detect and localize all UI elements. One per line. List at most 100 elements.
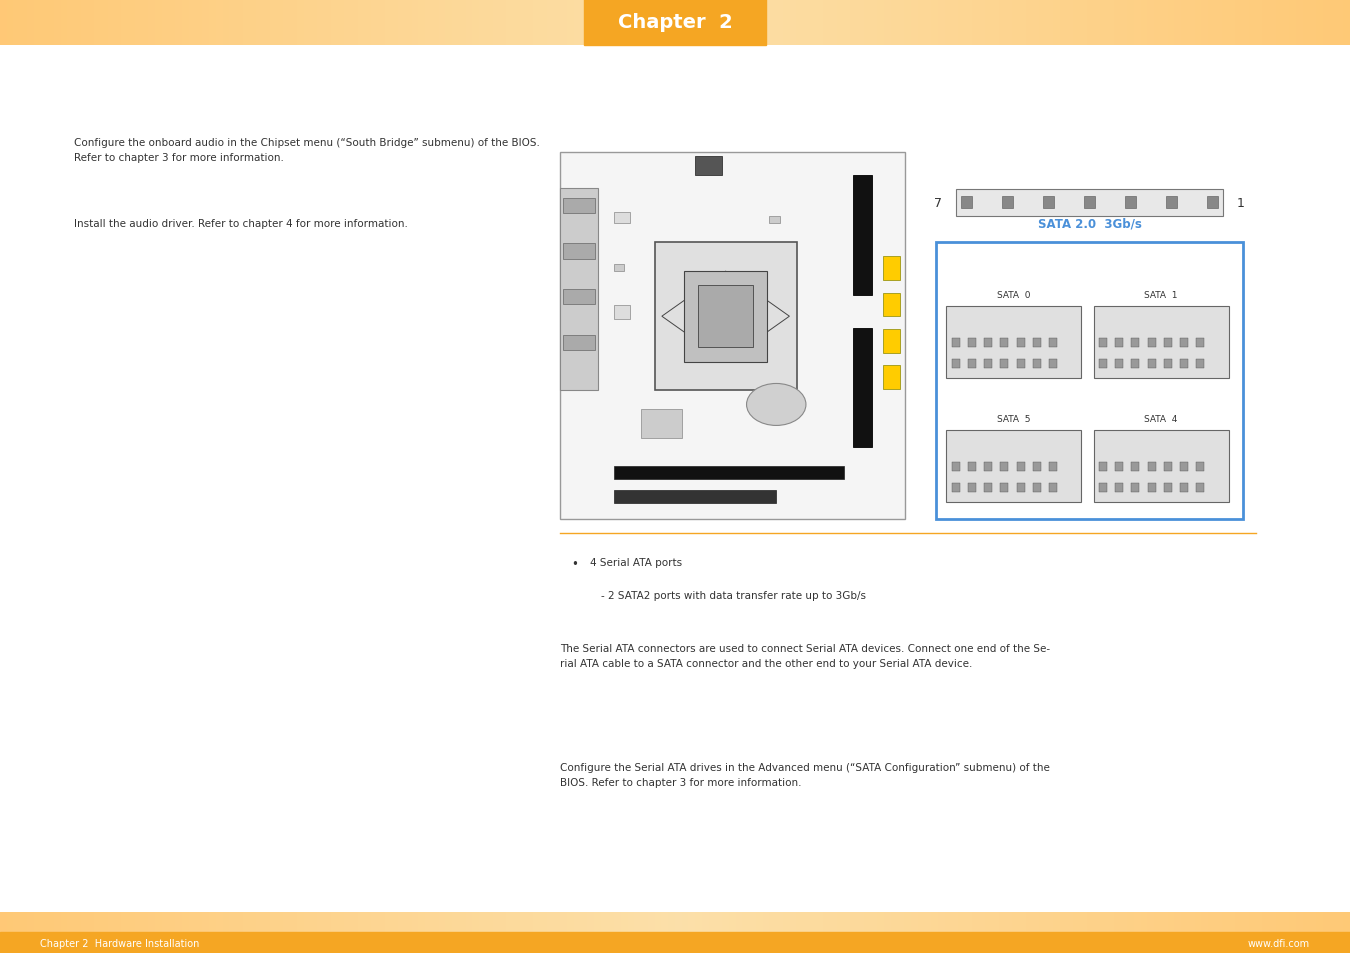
- Text: - 2 SATA2 ports with data transfer rate up to 3Gb/s: - 2 SATA2 ports with data transfer rate …: [601, 590, 865, 599]
- Bar: [952, 359, 960, 369]
- Bar: [583, 0, 767, 46]
- Bar: [1094, 307, 1228, 378]
- Text: •: •: [571, 558, 578, 571]
- Text: Configure the onboard audio in the Chipset menu (“South Bridge” submenu) of the : Configure the onboard audio in the Chips…: [74, 138, 540, 163]
- Bar: [1017, 462, 1025, 472]
- Bar: [563, 290, 595, 305]
- Bar: [1164, 462, 1172, 472]
- Bar: [952, 338, 960, 348]
- Bar: [1148, 338, 1156, 348]
- Bar: [1017, 359, 1025, 369]
- Bar: [1180, 462, 1188, 472]
- Bar: [1148, 359, 1156, 369]
- Text: 7: 7: [934, 196, 942, 210]
- Bar: [560, 189, 598, 391]
- Bar: [1115, 338, 1123, 348]
- Bar: [1002, 197, 1012, 209]
- Bar: [1084, 197, 1095, 209]
- Bar: [1115, 483, 1123, 493]
- Bar: [883, 330, 900, 354]
- Bar: [1033, 359, 1041, 369]
- Text: SATA  0: SATA 0: [998, 291, 1030, 299]
- Bar: [1180, 483, 1188, 493]
- Bar: [695, 157, 722, 176]
- Bar: [1094, 431, 1228, 502]
- Bar: [1033, 338, 1041, 348]
- Text: SATA  4: SATA 4: [1145, 415, 1177, 423]
- Bar: [1131, 483, 1139, 493]
- Bar: [946, 431, 1081, 502]
- Bar: [1044, 197, 1054, 209]
- Bar: [1000, 462, 1008, 472]
- Bar: [560, 152, 904, 519]
- Bar: [961, 197, 972, 209]
- Bar: [968, 338, 976, 348]
- Bar: [883, 366, 900, 390]
- Bar: [1180, 338, 1188, 348]
- Bar: [1196, 483, 1204, 493]
- Bar: [853, 329, 872, 448]
- Bar: [853, 176, 872, 295]
- Bar: [563, 244, 595, 259]
- Text: www.dfi.com: www.dfi.com: [1247, 938, 1310, 947]
- Bar: [614, 265, 624, 272]
- Text: SATA 2.0  3Gb/s: SATA 2.0 3Gb/s: [1038, 217, 1141, 231]
- Text: The Serial ATA connectors are used to connect Serial ATA devices. Connect one en: The Serial ATA connectors are used to co…: [560, 643, 1050, 668]
- Bar: [1207, 197, 1218, 209]
- Bar: [769, 216, 780, 224]
- Text: Chapter 2  Hardware Installation: Chapter 2 Hardware Installation: [40, 938, 200, 947]
- Text: Chapter  2: Chapter 2: [617, 13, 732, 32]
- Bar: [1115, 359, 1123, 369]
- Bar: [883, 294, 900, 317]
- Text: Install the audio driver. Refer to chapter 4 for more information.: Install the audio driver. Refer to chapt…: [74, 219, 408, 229]
- Bar: [946, 307, 1081, 378]
- Bar: [1049, 359, 1057, 369]
- Bar: [1164, 483, 1172, 493]
- Bar: [614, 467, 844, 479]
- Bar: [936, 243, 1243, 519]
- Bar: [1033, 483, 1041, 493]
- Bar: [952, 483, 960, 493]
- Bar: [1000, 338, 1008, 348]
- Bar: [968, 359, 976, 369]
- Bar: [984, 359, 992, 369]
- Bar: [1196, 338, 1204, 348]
- Bar: [614, 306, 630, 319]
- Bar: [1000, 483, 1008, 493]
- Bar: [1033, 462, 1041, 472]
- Bar: [563, 335, 595, 351]
- Bar: [1148, 462, 1156, 472]
- Bar: [0, 932, 1350, 953]
- Bar: [1131, 359, 1139, 369]
- Text: 4 Serial ATA ports: 4 Serial ATA ports: [590, 558, 682, 567]
- Bar: [1131, 462, 1139, 472]
- Bar: [1125, 197, 1135, 209]
- Bar: [1196, 462, 1204, 472]
- Bar: [984, 462, 992, 472]
- Bar: [984, 338, 992, 348]
- Bar: [1049, 338, 1057, 348]
- Bar: [1180, 359, 1188, 369]
- Bar: [563, 198, 595, 213]
- Bar: [614, 213, 630, 224]
- Bar: [1049, 462, 1057, 472]
- Bar: [1049, 483, 1057, 493]
- Bar: [1099, 338, 1107, 348]
- Bar: [698, 286, 753, 348]
- Bar: [1148, 483, 1156, 493]
- Bar: [614, 491, 776, 503]
- Circle shape: [747, 384, 806, 426]
- Bar: [1131, 338, 1139, 348]
- Bar: [1166, 197, 1177, 209]
- Bar: [1000, 359, 1008, 369]
- Bar: [956, 190, 1223, 216]
- Bar: [684, 272, 767, 362]
- Bar: [641, 410, 682, 438]
- Bar: [1115, 462, 1123, 472]
- Bar: [968, 462, 976, 472]
- Bar: [1164, 359, 1172, 369]
- Bar: [1099, 483, 1107, 493]
- Bar: [655, 243, 796, 391]
- Bar: [952, 462, 960, 472]
- Text: Configure the Serial ATA drives in the Advanced menu (“SATA Configuration” subme: Configure the Serial ATA drives in the A…: [560, 762, 1050, 787]
